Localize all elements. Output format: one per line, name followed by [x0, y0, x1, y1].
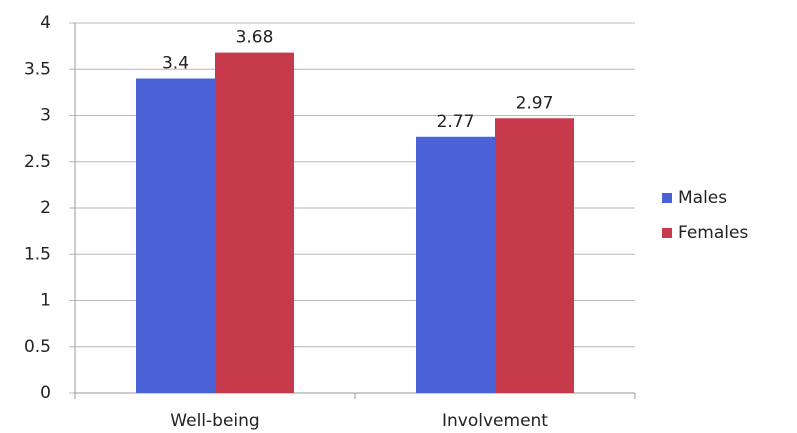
y-tick-label: 3.5: [24, 59, 51, 79]
y-tick-label: 2.5: [24, 152, 51, 172]
bar: [495, 118, 574, 394]
y-tick-label: 1: [40, 291, 51, 311]
bar: [416, 136, 495, 393]
y-tick-label: 1.5: [24, 244, 51, 264]
legend-swatch: [662, 228, 672, 238]
y-tick-label: 3: [40, 106, 51, 126]
legend-label: Males: [678, 188, 727, 208]
x-tick-label: Involvement: [442, 411, 548, 431]
data-label: 2.77: [437, 112, 475, 132]
y-tick-label: 4: [40, 13, 51, 33]
y-tick-label: 0.5: [24, 337, 51, 357]
x-tick-label: Well-being: [170, 411, 259, 431]
data-label: 2.97: [516, 93, 554, 113]
legend-label: Females: [678, 223, 748, 243]
bar: [136, 78, 215, 393]
legend-swatch: [662, 193, 672, 203]
data-label: 3.4: [162, 54, 189, 74]
bar: [215, 52, 294, 393]
y-tick-label: 2: [40, 198, 51, 218]
data-label: 3.68: [236, 28, 274, 48]
y-tick-label: 0: [40, 383, 51, 403]
